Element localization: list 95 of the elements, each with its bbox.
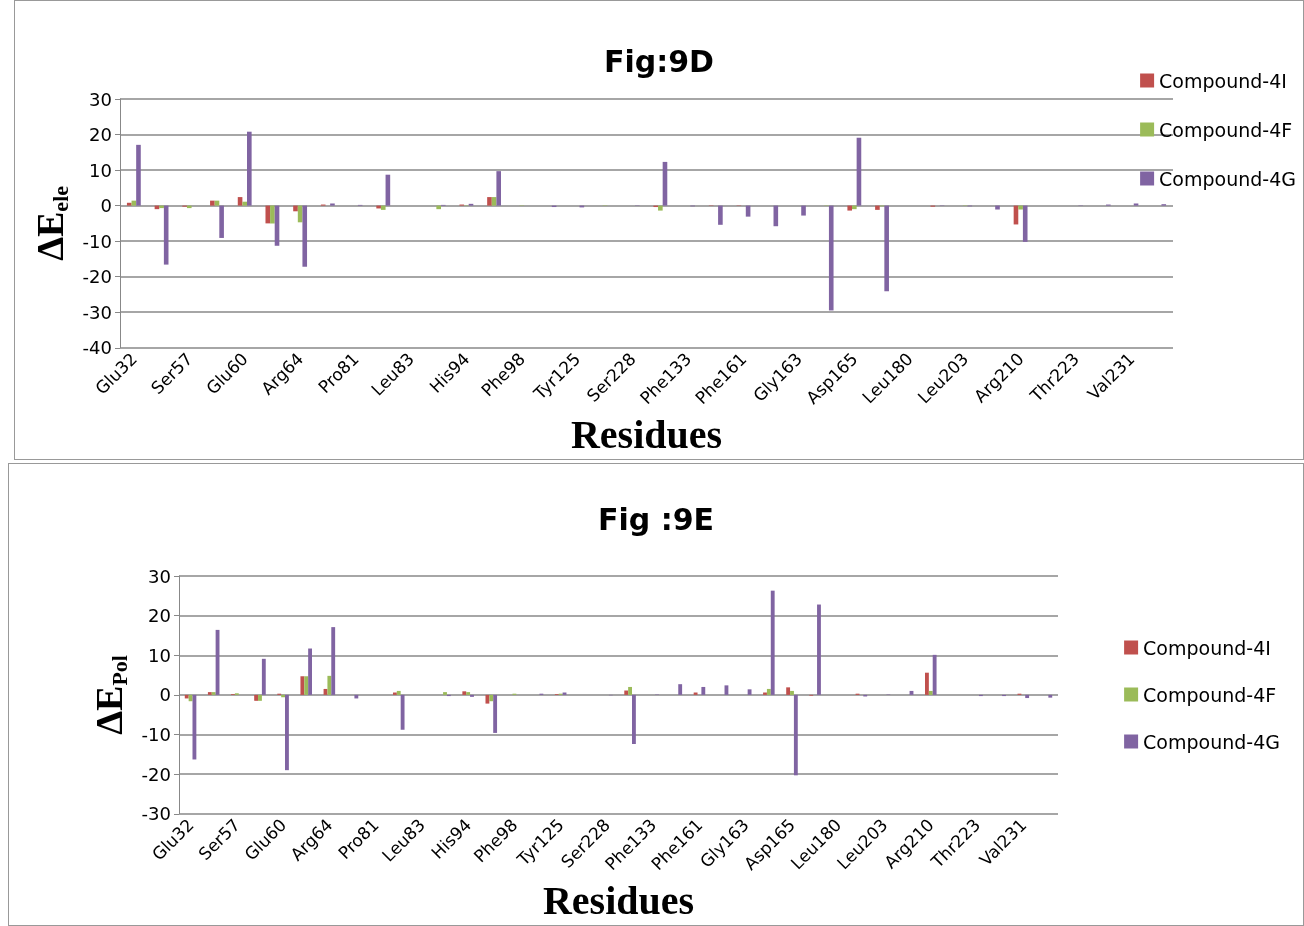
x-axis-title: Residues [570,411,723,457]
y-tick-label: 30 [148,565,171,587]
bar [701,686,706,695]
bar [884,205,889,292]
bar [302,205,308,267]
bar [159,205,164,209]
bar [261,658,266,695]
bar [308,648,313,695]
bar [330,203,335,206]
bar [210,200,215,206]
bar [747,689,752,695]
y-tick-label: -10 [141,724,171,746]
bar [817,604,821,695]
bar [466,692,471,695]
bar [219,205,224,238]
bar [631,694,636,745]
legend-label: Compound-4F [1143,683,1277,706]
bar [285,694,289,771]
bar [790,690,794,695]
bar [1025,694,1030,699]
bar [678,684,683,695]
legend-label: Compound-4G [1143,730,1281,753]
bar [126,202,132,206]
legend-label: Compound-4I [1159,69,1287,92]
y-tick-label: -20 [82,266,112,288]
bar [300,676,305,695]
bar [928,690,933,695]
bar [242,201,248,206]
bar [875,205,880,210]
y-tick-label: -20 [141,763,171,785]
chart-title: Fig :9E [597,501,715,537]
bar [254,694,259,701]
bar [852,205,857,210]
bar [462,691,467,695]
y-tick-label: 10 [148,644,171,666]
bar [924,672,929,695]
y-tick-label: 0 [100,195,112,217]
y-tick-label: -30 [82,301,112,323]
bar [304,676,309,695]
bar [493,694,498,733]
y-tick-label: 30 [89,88,112,110]
bar [270,205,275,224]
bar [380,205,386,210]
bar [770,590,775,695]
bar [247,131,252,206]
bar [327,675,332,695]
bar [186,205,192,209]
bar [192,694,197,760]
bar [624,690,629,695]
bar [1022,205,1028,242]
bar [496,171,502,206]
bar [828,205,834,311]
bar [1048,694,1053,698]
bar [443,692,447,695]
y-tick-label: -40 [82,337,112,359]
bar [995,205,1000,210]
bar [1133,203,1139,206]
bar [331,627,336,695]
bar [207,692,212,695]
chart-title: Fig:9D [603,43,715,79]
bar [718,205,723,225]
bar [658,205,663,211]
bar [487,197,492,206]
bar [932,654,937,695]
bar [489,694,494,702]
bar [801,205,806,216]
bar [786,687,791,695]
bar [237,197,243,206]
y-tick-label: 20 [148,605,171,627]
x-axis-title: Residues [542,877,695,923]
y-tick-label: -10 [82,230,112,252]
bar [766,688,771,695]
legend-label: Compound-4G [1159,167,1297,190]
bar [396,690,401,695]
y-tick-label: -30 [141,803,171,825]
bar [136,144,141,206]
y-tick-label: 0 [159,684,171,706]
bar [1018,205,1023,210]
bar [491,197,497,206]
y-tick-label: 20 [89,124,112,146]
bar [400,694,405,730]
bar [211,692,216,695]
bar [485,694,490,704]
y-axis-title: ΔEPol [87,655,133,735]
y-tick-label: 10 [89,159,112,181]
legend-label: Compound-4I [1143,636,1271,659]
bar [436,205,441,210]
y-axis-title: ΔEele [28,185,74,261]
bar [847,205,853,211]
bar [628,686,632,695]
bar [258,694,262,701]
bar [265,205,271,224]
legend-label: Compound-4F [1159,118,1293,141]
bar [293,205,298,212]
bar [793,694,798,776]
